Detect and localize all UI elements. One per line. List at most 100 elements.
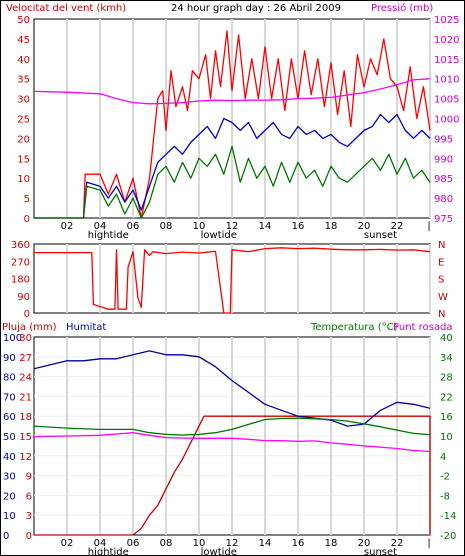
series-punt-rosada-line bbox=[33, 432, 431, 453]
humidity-ytick-label: 40 bbox=[3, 452, 16, 463]
wind-ytick-label: 50 bbox=[17, 15, 30, 26]
temperature-ytick-label: 22 bbox=[440, 392, 453, 403]
pressure-ylabel: Pressió (mb) bbox=[371, 2, 433, 14]
compass-label: S bbox=[438, 275, 444, 286]
rain-marker-sunset: sunset bbox=[364, 547, 397, 556]
wind-xtick-label: 04 bbox=[94, 221, 107, 232]
rain-ylabel: Pluja (mm) bbox=[2, 322, 57, 333]
humidity-ytick-label: 60 bbox=[3, 412, 16, 423]
humidity-ylabel: Humitat bbox=[66, 322, 106, 333]
wind-ytick-label: 45 bbox=[17, 35, 30, 46]
compass-label: N bbox=[438, 240, 445, 251]
wind-xtick-label: | bbox=[427, 221, 430, 232]
series-temperatura-line bbox=[33, 417, 431, 436]
series-minimum-line bbox=[34, 145, 431, 219]
rain-xtick-label: 14 bbox=[259, 538, 272, 549]
humidity-ytick-label: 90 bbox=[3, 353, 16, 364]
direction-ytick-label: 270 bbox=[11, 257, 30, 268]
compass-label: W bbox=[438, 292, 448, 303]
humidity-ytick-label: 10 bbox=[3, 511, 16, 522]
wind-xtick-label: 22 bbox=[391, 221, 404, 232]
temperature-ytick-label: 34 bbox=[440, 353, 453, 364]
pressure-ytick-label: 1005 bbox=[434, 95, 459, 106]
pressure-ytick-label: 985 bbox=[434, 174, 453, 185]
wind-ytick-label: 10 bbox=[17, 174, 30, 185]
pressure-ytick-label: 975 bbox=[434, 214, 453, 225]
rain-xtick-label: 06 bbox=[127, 538, 140, 549]
pressure-ytick-label: 1020 bbox=[434, 35, 459, 46]
wind-ylabel: Velocitat del vent (kmh) bbox=[6, 3, 126, 14]
humidity-ytick-label: 100 bbox=[3, 333, 22, 344]
wind-chart: 0510152025303540455097598098599099510001… bbox=[17, 15, 459, 241]
rain-marker-lowtide: lowtide bbox=[201, 547, 237, 556]
wind-ytick-label: 5 bbox=[24, 194, 30, 205]
wind-ytick-label: 35 bbox=[17, 75, 30, 86]
temperature-ytick-label: -20 bbox=[440, 531, 456, 542]
humidity-ytick-label: 80 bbox=[3, 373, 16, 384]
rain-xtick-label: 10 bbox=[193, 538, 206, 549]
temperature-ytick-label: -8 bbox=[440, 491, 450, 502]
rain-xtick-label: 20 bbox=[358, 538, 371, 549]
wind-ytick-label: 0 bbox=[24, 214, 30, 225]
series-direction-line bbox=[34, 247, 431, 314]
temperature-ytick-label: -14 bbox=[440, 511, 456, 522]
rain-humidity-temp-chart: 0 10 20 30 40 50 60 70 80 90 100 0 3 6 9 12 15 18 21 24 27 30… bbox=[3, 333, 456, 556]
series-pluja-line bbox=[34, 415, 431, 536]
rain-xtick-label: 04 bbox=[94, 538, 107, 549]
humidity-ytick-label: 30 bbox=[3, 472, 16, 483]
rain-xtick-label: 02 bbox=[61, 538, 74, 549]
rain-xtick-label: 08 bbox=[160, 538, 173, 549]
compass-label: N bbox=[438, 309, 445, 320]
wind-xtick-label: 08 bbox=[160, 221, 173, 232]
humidity-ytick-label: 20 bbox=[3, 491, 16, 502]
wind-ytick-label: 20 bbox=[17, 134, 30, 145]
wind-xtick-label: 02 bbox=[61, 221, 74, 232]
rain-ytick-label: 18 bbox=[19, 412, 32, 423]
wind-marker-lowtide: lowtide bbox=[201, 230, 237, 241]
wind-xtick-label: 20 bbox=[358, 221, 371, 232]
rain-xtick-label: 12 bbox=[226, 538, 239, 549]
wind-title: 24 hour graph day : 26 Abril 2009 bbox=[171, 3, 341, 14]
dewpoint-ylabel: Punt rosada bbox=[393, 322, 452, 333]
rain-ytick-label: 0 bbox=[26, 531, 32, 542]
rain-xtick-label: 16 bbox=[292, 538, 305, 549]
wind-marker-sunset: sunset bbox=[364, 230, 397, 241]
humidity-ytick-label: 0 bbox=[3, 531, 9, 542]
pressure-ytick-label: 1025 bbox=[434, 15, 459, 26]
rain-ytick-label: 3 bbox=[26, 511, 32, 522]
temperature-ytick-label: 40 bbox=[440, 333, 453, 344]
temperature-ytick-label: -2 bbox=[440, 472, 450, 483]
rain-xtick-label: 22 bbox=[391, 538, 404, 549]
temperature-ytick-label: 16 bbox=[440, 412, 453, 423]
temperature-ytick-label: 4 bbox=[440, 452, 446, 463]
wind-xtick-label: 14 bbox=[259, 221, 272, 232]
rain-xtick-label: | bbox=[427, 538, 430, 549]
pressure-ytick-label: 1000 bbox=[434, 115, 459, 126]
temperature-ytick-label: 10 bbox=[440, 432, 453, 443]
wind-ytick-label: 40 bbox=[17, 55, 30, 66]
rain-ytick-label: 9 bbox=[26, 472, 32, 483]
wind-marker-hightide: hightide bbox=[88, 230, 129, 241]
temperature-ytick-label: 28 bbox=[440, 373, 453, 384]
pressure-ytick-label: 1010 bbox=[434, 75, 459, 86]
wind-ytick-label: 30 bbox=[17, 95, 30, 106]
wind-ytick-label: 25 bbox=[17, 115, 30, 126]
wind-xtick-label: 10 bbox=[193, 221, 206, 232]
wind-ytick-label: 15 bbox=[17, 154, 30, 165]
compass-label: E bbox=[438, 257, 444, 268]
pressure-ytick-label: 990 bbox=[434, 154, 453, 165]
wind-xtick-label: 12 bbox=[226, 221, 239, 232]
pressure-ytick-label: 1015 bbox=[434, 55, 459, 66]
series-average-line bbox=[34, 113, 431, 219]
temperature-ylabel: Temperatura (°C) bbox=[310, 322, 398, 333]
rain-ytick-label: 24 bbox=[19, 373, 32, 384]
series-gust-line bbox=[34, 30, 431, 219]
rain-ytick-label: 12 bbox=[19, 452, 32, 463]
pressure-ytick-label: 995 bbox=[434, 134, 453, 145]
direction-ytick-label: 180 bbox=[11, 275, 30, 286]
rain-ytick-label: 27 bbox=[19, 353, 32, 364]
series-pressure-line bbox=[33, 78, 431, 105]
